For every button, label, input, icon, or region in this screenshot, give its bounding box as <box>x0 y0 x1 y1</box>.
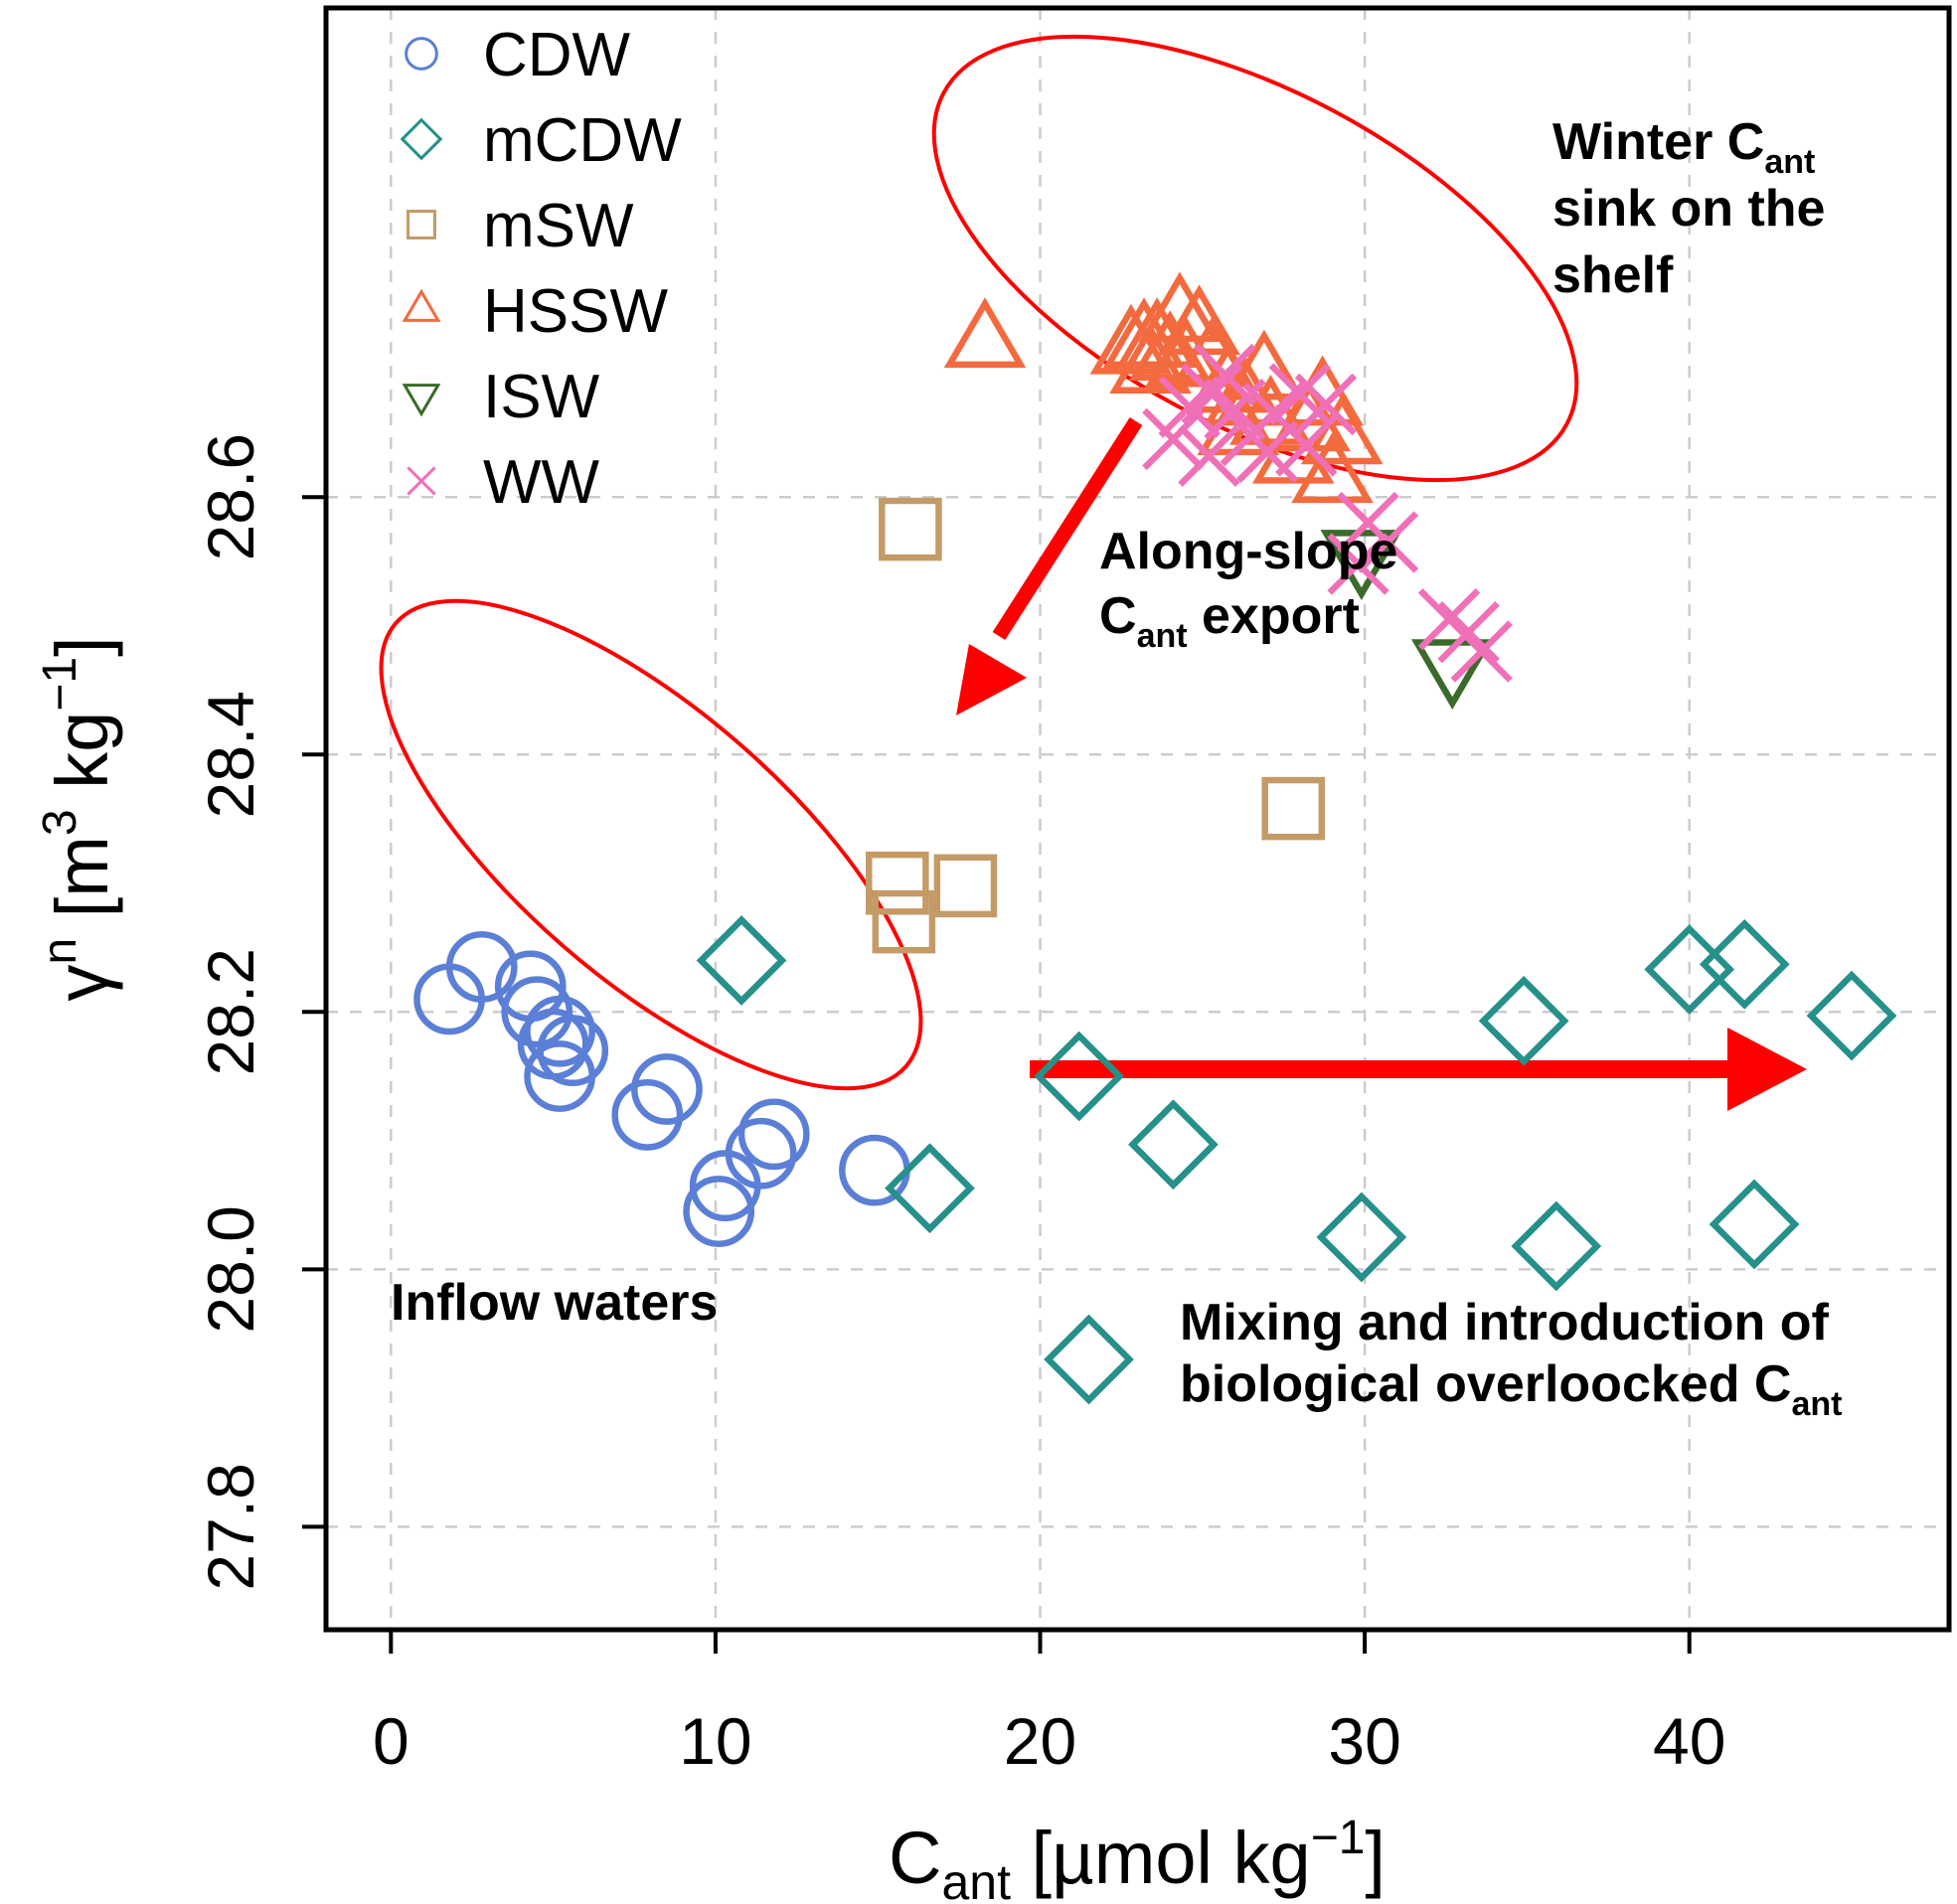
point-ww <box>1437 601 1500 664</box>
legend-marker-hssw <box>402 288 441 322</box>
point-ww <box>1142 407 1205 471</box>
point-ww <box>1450 620 1513 683</box>
point-cdw <box>501 976 573 1048</box>
ellipse-inflow-cluster <box>379 598 923 1091</box>
point-mcdw <box>696 915 787 1006</box>
y-tick-label: 28.4 <box>194 691 267 818</box>
point-hssw <box>1109 323 1192 394</box>
point-isw <box>1410 639 1494 711</box>
point-mcdw <box>1316 1191 1407 1283</box>
point-hssw <box>1291 432 1374 504</box>
point-cdw <box>524 995 596 1067</box>
y-tick-label: 28.2 <box>194 948 267 1075</box>
point-mcdw <box>1044 1314 1134 1405</box>
point-mcdw <box>1806 970 1897 1061</box>
point-mcdw <box>1034 1031 1125 1122</box>
legend-label-cdw: CDW <box>483 21 631 89</box>
x-tick-label: 0 <box>373 1704 409 1778</box>
legend-marker-cdw <box>405 37 438 71</box>
point-hssw <box>1128 310 1212 382</box>
point-msw <box>866 851 929 915</box>
point-ww <box>1178 424 1240 487</box>
point-mcdw <box>1478 975 1569 1066</box>
point-mcdw <box>885 1143 975 1234</box>
point-cdw <box>445 931 518 1003</box>
point-ww <box>1235 420 1299 484</box>
point-cdw <box>683 1176 755 1247</box>
legend-label-mcdw: mCDW <box>483 106 682 175</box>
x-tick-label: 30 <box>1328 1704 1400 1778</box>
legend-label-hssw: HSSW <box>483 277 668 346</box>
data-points <box>413 271 1897 1405</box>
x-tick-label: 10 <box>679 1704 751 1778</box>
point-hssw <box>943 297 1027 369</box>
point-msw <box>872 889 936 954</box>
point-msw <box>1261 776 1326 841</box>
annotation-0: Winter Cant sink on the shelf <box>1552 113 1825 304</box>
point-hssw <box>1223 329 1306 400</box>
legend-label-isw: ISW <box>483 363 600 431</box>
x-tick-label: 20 <box>1004 1704 1076 1778</box>
annotation-texts: Winter Cant sink on the shelf Along-slope Ca… <box>391 113 1842 1423</box>
point-ww <box>1275 414 1338 477</box>
point-mcdw <box>1709 1179 1800 1270</box>
annotation-2: Inflow waters <box>391 1274 718 1332</box>
point-mcdw <box>1699 918 1790 1010</box>
point-ww <box>1356 511 1419 573</box>
arrow-mixing-head <box>1727 1028 1807 1111</box>
legend-marker-isw <box>402 384 441 417</box>
arrow-mixing-shaft <box>1030 1060 1757 1078</box>
legend-marker-msw <box>407 210 436 239</box>
legend-marker-mcdw <box>400 117 443 161</box>
arrow-along-slope-head <box>956 644 1027 715</box>
y-tick-label: 28.0 <box>194 1205 267 1333</box>
point-mcdw <box>1128 1099 1219 1190</box>
point-cdw <box>689 1150 761 1222</box>
legend-label-msw: mSW <box>483 192 634 260</box>
point-msw <box>879 497 942 561</box>
annotation-1: Along-slope Cant export <box>1099 523 1397 655</box>
legend: CDW mCDW mSW HSSW ISW WW <box>400 21 682 517</box>
point-msw <box>933 854 998 918</box>
point-cdw <box>611 1079 684 1151</box>
ellipse-shelf-cluster <box>931 34 1579 483</box>
point-cdw <box>524 1040 596 1112</box>
legend-marker-ww <box>407 466 436 496</box>
axis-ticks: 0 10 20 30 40 27.8 28.0 28.2 28.4 28.6 <box>194 433 1725 1778</box>
point-cdw <box>631 1053 703 1125</box>
plot-frame <box>323 5 1952 1633</box>
grid-lines <box>326 8 1949 1630</box>
x-axis-title: Cant [µmol kg−1] <box>889 1812 1386 1904</box>
arrow-along-slope-shaft <box>992 416 1143 641</box>
y-axis-title: γn [m3 kg−1] <box>34 636 123 1001</box>
point-cdw <box>737 1098 810 1171</box>
annotation-shapes <box>379 34 1807 1111</box>
point-ww <box>1327 533 1389 595</box>
point-ww <box>1194 343 1256 406</box>
annotation-3: Mixing and introduction of biological ove… <box>1180 1294 1842 1423</box>
y-tick-label: 27.8 <box>194 1463 267 1590</box>
y-tick-label: 28.6 <box>194 433 267 560</box>
legend-label-ww: WW <box>483 448 600 517</box>
x-tick-label: 40 <box>1653 1704 1725 1778</box>
point-mcdw <box>1511 1200 1602 1292</box>
point-ww <box>1294 373 1358 436</box>
